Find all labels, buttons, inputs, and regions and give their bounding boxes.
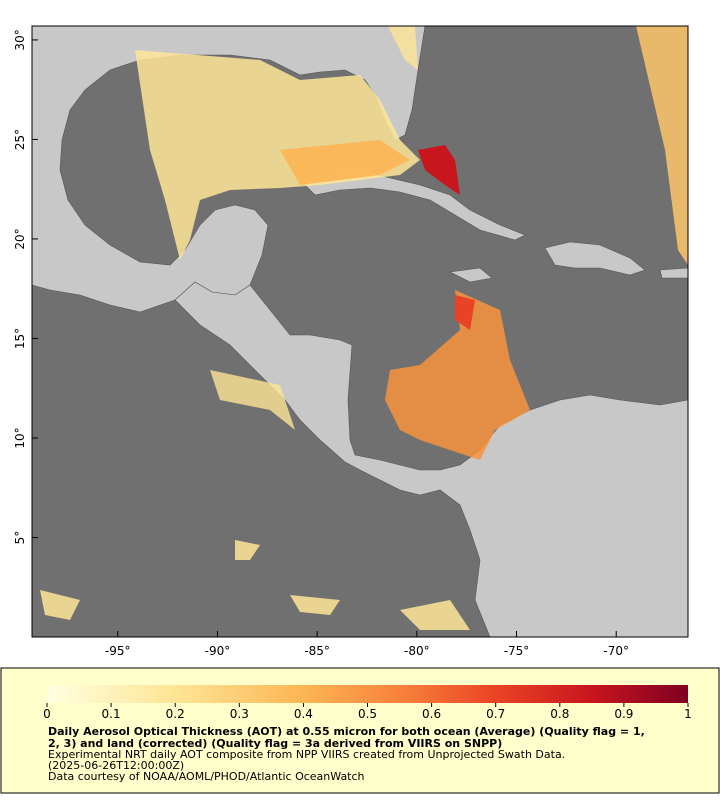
colorbar-tick-label: 0.7 xyxy=(486,707,505,721)
x-tick-label: -75° xyxy=(504,644,530,658)
colorbar-tick-label: 0.6 xyxy=(422,707,441,721)
colorbar-tick-label: 0.9 xyxy=(614,707,633,721)
y-tick-label: 30° xyxy=(13,29,27,50)
aerosol xyxy=(40,26,688,630)
aerosol-patch xyxy=(210,370,295,430)
aerosol-patch xyxy=(280,140,410,185)
colorbar-tick-label: 0.4 xyxy=(294,707,313,721)
x-tick-label: -85° xyxy=(304,644,330,658)
caption-line: Data courtesy of NOAA/AOML/PHOD/Atlantic… xyxy=(48,770,365,783)
x-tick-label: -80° xyxy=(404,644,430,658)
colorbar-tick-label: 0.2 xyxy=(166,707,185,721)
colorbar-tick-label: 0.3 xyxy=(230,707,249,721)
caption-line: Experimental NRT daily AOT composite fro… xyxy=(48,748,565,761)
x-tick-label: -95° xyxy=(105,644,131,658)
x-tick-label: -70° xyxy=(603,644,629,658)
aerosol-patch xyxy=(40,540,470,630)
aerosol-patch xyxy=(385,290,530,460)
y-tick-label: 10° xyxy=(13,427,27,448)
aerosol-patch xyxy=(135,50,420,260)
map xyxy=(32,26,688,637)
colorbar-tick-label: 0.5 xyxy=(358,707,377,721)
aerosol-patch xyxy=(418,145,460,195)
aerosol-patch xyxy=(455,295,475,330)
caption-title: Daily Aerosol Optical Thickness (AOT) at… xyxy=(48,725,645,738)
colorbar-tick-label: 1 xyxy=(684,707,692,721)
land xyxy=(32,26,688,637)
y-tick-label: 5° xyxy=(13,531,27,545)
caption-line: (2025-06-26T12:00:00Z) xyxy=(48,759,184,772)
aerosol-patch xyxy=(636,26,688,265)
caption-title: 2, 3) and land (corrected) (Quality flag… xyxy=(48,737,502,750)
y-tick-label: 20° xyxy=(13,228,27,249)
colorbar-tick-label: 0.1 xyxy=(102,707,121,721)
colorbar xyxy=(47,685,688,703)
y-tick-label: 25° xyxy=(13,129,27,150)
colorbar-tick-label: 0.8 xyxy=(550,707,569,721)
x-tick-label: -90° xyxy=(205,644,231,658)
map-frame xyxy=(31,25,689,638)
y-tick-label: 15° xyxy=(13,328,27,349)
aerosol-patch xyxy=(388,26,418,70)
colorbar-tick-label: 0 xyxy=(43,707,51,721)
